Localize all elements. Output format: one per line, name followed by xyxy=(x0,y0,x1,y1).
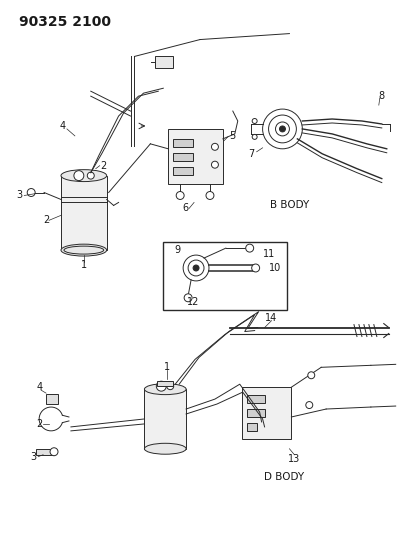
Bar xyxy=(247,423,256,431)
Ellipse shape xyxy=(61,169,107,182)
Circle shape xyxy=(306,401,313,408)
Text: B BODY: B BODY xyxy=(270,200,309,211)
Circle shape xyxy=(276,122,290,136)
Circle shape xyxy=(279,126,285,132)
Circle shape xyxy=(263,109,302,149)
Bar xyxy=(247,409,265,417)
Ellipse shape xyxy=(144,443,186,454)
Text: 2: 2 xyxy=(36,419,42,429)
Circle shape xyxy=(184,294,192,302)
Text: 1: 1 xyxy=(81,260,87,270)
Circle shape xyxy=(188,260,204,276)
Bar xyxy=(173,153,193,161)
Bar xyxy=(46,394,58,404)
Text: 13: 13 xyxy=(288,454,301,464)
Text: 2: 2 xyxy=(43,215,49,225)
Circle shape xyxy=(176,191,184,199)
Text: 8: 8 xyxy=(379,91,385,101)
Text: 5: 5 xyxy=(229,131,235,141)
Bar xyxy=(157,381,173,386)
Circle shape xyxy=(252,134,257,139)
Text: 11: 11 xyxy=(263,249,276,259)
Circle shape xyxy=(74,171,84,181)
Circle shape xyxy=(252,264,260,272)
Text: 4: 4 xyxy=(36,382,42,392)
Circle shape xyxy=(167,383,174,390)
Circle shape xyxy=(211,143,218,150)
Bar xyxy=(36,449,54,455)
Bar xyxy=(144,389,186,449)
Circle shape xyxy=(246,244,254,252)
Bar xyxy=(155,56,173,68)
Circle shape xyxy=(252,118,257,124)
Text: 7: 7 xyxy=(249,149,255,159)
Text: 1: 1 xyxy=(164,362,170,373)
Circle shape xyxy=(87,172,94,179)
Text: 10: 10 xyxy=(270,263,282,273)
Circle shape xyxy=(269,115,297,143)
Bar xyxy=(242,387,291,439)
Circle shape xyxy=(27,189,35,197)
Ellipse shape xyxy=(61,244,107,256)
Bar xyxy=(247,395,265,403)
Circle shape xyxy=(193,265,199,271)
Bar xyxy=(61,175,107,250)
Text: 4: 4 xyxy=(60,121,66,131)
Circle shape xyxy=(206,191,214,199)
Circle shape xyxy=(50,448,58,456)
Text: 3: 3 xyxy=(30,451,36,462)
Bar xyxy=(173,139,193,147)
Bar xyxy=(163,242,288,310)
Text: 12: 12 xyxy=(187,297,199,307)
Text: 14: 14 xyxy=(265,313,278,322)
Circle shape xyxy=(183,255,209,281)
Circle shape xyxy=(211,161,218,168)
Text: 3: 3 xyxy=(16,190,22,200)
Circle shape xyxy=(156,381,166,391)
Bar xyxy=(168,129,223,183)
Text: 9: 9 xyxy=(174,245,180,255)
Circle shape xyxy=(308,372,315,379)
Text: D BODY: D BODY xyxy=(264,472,305,481)
Text: 90325 2100: 90325 2100 xyxy=(19,15,111,29)
Ellipse shape xyxy=(144,384,186,394)
Text: 6: 6 xyxy=(182,204,188,213)
Text: 2: 2 xyxy=(101,160,107,171)
Bar xyxy=(173,167,193,175)
